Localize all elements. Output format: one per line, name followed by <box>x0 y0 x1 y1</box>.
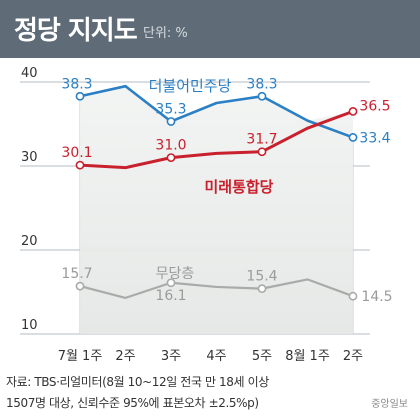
x-tick-label: 2주 <box>115 349 135 364</box>
data-label: 15.4 <box>246 269 277 285</box>
data-label: 31.7 <box>246 132 277 148</box>
series-name-label: 무당층 <box>156 266 195 282</box>
data-label: 16.1 <box>155 288 186 304</box>
data-label: 38.3 <box>246 76 277 92</box>
chart-title: 정당 지지도 <box>14 16 138 46</box>
data-point <box>166 278 176 288</box>
data-point <box>348 107 358 116</box>
series-line-3 <box>79 278 354 299</box>
source-line-2: 1507명 대상, 신뢰수준 95%에 표본오차 ±2.5%p) <box>6 396 259 410</box>
x-tick-label: 7월 1주 <box>58 349 103 364</box>
data-label: 38.3 <box>61 76 92 92</box>
unit-label: 단위: % <box>143 26 188 41</box>
series-name-label: 더불어민주당 <box>149 77 232 95</box>
y-tick-label: 40 <box>21 66 38 81</box>
data-point <box>75 281 85 291</box>
data-point <box>257 91 267 101</box>
source-note: 자료: TBS·리얼미터(8월 10~12일 전국 만 18세 이상 1507명… <box>6 372 269 414</box>
data-label: 35.3 <box>155 101 186 117</box>
series-line-1 <box>79 84 354 139</box>
shaded-band <box>80 86 353 334</box>
data-point <box>75 160 85 170</box>
data-label: 33.4 <box>359 130 390 146</box>
data-label: 15.7 <box>61 266 92 282</box>
data-label: 36.5 <box>359 98 390 114</box>
data-point <box>257 147 267 157</box>
shade-layer <box>80 86 353 334</box>
x-tick-label: 8월 1주 <box>285 349 330 364</box>
series-line-2 <box>79 109 354 170</box>
x-tick-label: 5주 <box>252 349 272 364</box>
y-tick-label: 30 <box>21 150 38 165</box>
data-point <box>75 91 85 101</box>
header-bar: 정당 지지도 단위: % <box>0 0 420 58</box>
line-chart: 10 20 30 40 38.3 35.3 38.3 33.4 30.1 31.0 31.7 36.… <box>20 66 393 364</box>
tick-layer: 7월 1주 2주 3주 4주 5주 8월 1주 2주 <box>58 349 363 364</box>
data-label: 30.1 <box>61 145 92 161</box>
data-point <box>348 291 358 301</box>
series-name-label: 미래통합당 <box>204 178 273 196</box>
data-label: 14.5 <box>361 289 392 305</box>
data-label: 31.0 <box>155 138 186 154</box>
data-point <box>166 117 176 126</box>
x-tick-label: 2주 <box>343 349 363 364</box>
publisher-logo: 중앙일보 <box>371 399 408 410</box>
x-tick-label: 3주 <box>161 349 181 364</box>
data-point <box>257 284 267 294</box>
y-tick-label: 20 <box>21 234 38 249</box>
source-line-1: 자료: TBS·리얼미터(8월 10~12일 전국 만 18세 이상 <box>6 375 269 389</box>
series-layer: 38.3 35.3 38.3 33.4 30.1 31.0 31.7 36.5 15.7 16.1… <box>61 76 392 305</box>
y-tick-label: 10 <box>21 318 38 333</box>
x-tick-label: 4주 <box>206 349 226 364</box>
data-point <box>166 153 176 162</box>
data-point <box>348 133 358 142</box>
